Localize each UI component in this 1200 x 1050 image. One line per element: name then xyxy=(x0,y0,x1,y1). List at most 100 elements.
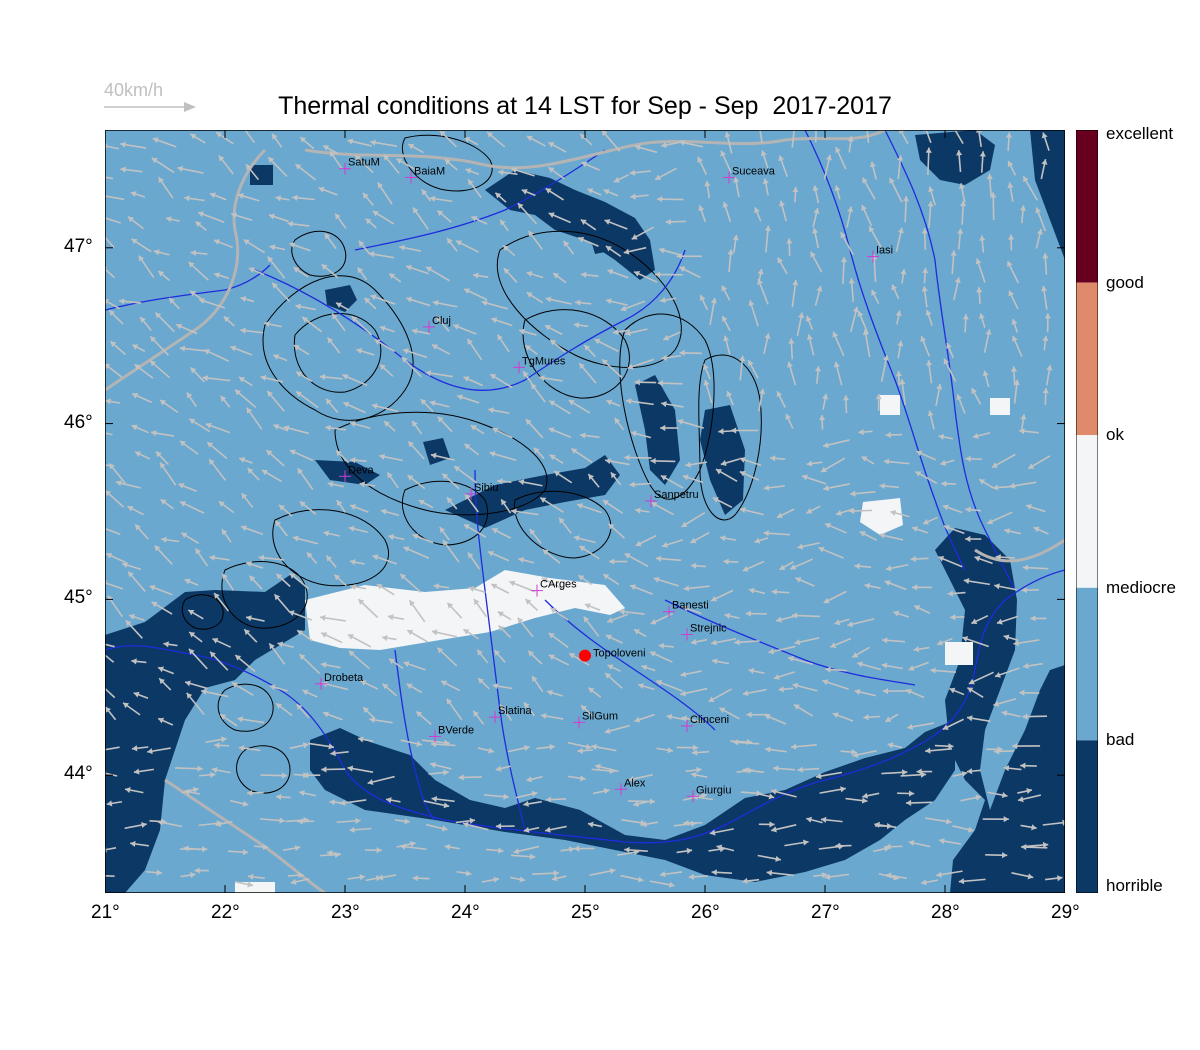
wind-arrowhead-icon xyxy=(387,614,394,621)
city-marker[interactable]: Alex xyxy=(615,777,646,796)
wind-arrowhead-icon xyxy=(854,688,861,695)
wind-arrowhead-icon xyxy=(1042,335,1049,342)
wind-arrowhead-icon xyxy=(742,767,749,774)
city-marker[interactable]: Suceava xyxy=(723,165,776,184)
wind-arrowhead-icon xyxy=(715,469,722,475)
wind-arrowhead-icon xyxy=(272,133,278,140)
wind-arrowhead-icon xyxy=(192,786,199,793)
wind-arrowhead-icon xyxy=(676,253,682,260)
wind-arrowhead-icon xyxy=(575,299,581,306)
wind-arrowhead-icon xyxy=(106,552,113,559)
wind-arrowhead-icon xyxy=(641,821,647,828)
wind-arrowhead-icon xyxy=(297,818,303,825)
wind-arrowhead-icon xyxy=(823,442,829,449)
wind-arrowhead-icon xyxy=(1004,528,1010,535)
east-ok-patch xyxy=(990,398,1010,415)
wind-arrowhead-icon xyxy=(189,631,196,638)
wind-arrowhead-icon xyxy=(134,364,141,370)
wind-arrowhead-icon xyxy=(1003,816,1009,823)
wind-arrowhead-icon xyxy=(578,236,585,243)
wind-arrowhead-icon xyxy=(1001,710,1008,717)
x-tick-label: 29° xyxy=(1051,902,1080,923)
wind-arrowhead-icon xyxy=(218,155,225,162)
wind-arrowhead-icon xyxy=(579,545,586,552)
wind-arrowhead-icon xyxy=(553,870,559,877)
wind-arrowhead-icon xyxy=(523,371,529,378)
wind-arrowhead-icon xyxy=(209,554,215,561)
wind-arrowhead-icon xyxy=(995,554,1001,561)
wind-arrowhead-icon xyxy=(651,502,658,508)
wind-arrowhead-icon xyxy=(881,662,888,669)
city-marker[interactable]: Cluj xyxy=(423,315,451,333)
wind-arrowhead-icon xyxy=(332,313,338,320)
wind-arrowhead-icon xyxy=(199,298,205,305)
wind-arrowhead-icon xyxy=(682,605,689,612)
wind-arrowhead-icon xyxy=(446,698,453,705)
wind-arrowhead-icon xyxy=(938,433,945,440)
wind-arrowhead-icon xyxy=(151,601,158,608)
wind-arrowhead-icon xyxy=(184,578,191,585)
wind-arrowhead-icon xyxy=(710,297,717,304)
wind-arrowhead-icon xyxy=(214,742,220,749)
wind-arrowhead-icon xyxy=(432,300,439,307)
city-marker[interactable]: BVerde xyxy=(429,725,474,743)
wind-arrowhead-icon xyxy=(624,454,630,461)
wind-arrowhead-icon xyxy=(1007,182,1014,189)
city-marker[interactable]: Giurgiu xyxy=(687,784,731,803)
wind-arrowhead-icon xyxy=(1031,824,1037,831)
wind-arrowhead-icon xyxy=(294,845,301,852)
wind-arrowhead-icon xyxy=(467,338,473,345)
wind-arrowhead-icon xyxy=(620,305,627,312)
city-marker[interactable]: BaiaM xyxy=(405,165,445,184)
city-marker[interactable]: Iasi xyxy=(867,245,893,263)
wind-arrowhead-icon xyxy=(603,788,610,795)
city-marker[interactable]: Sibiu xyxy=(465,482,498,500)
wind-arrowhead-icon xyxy=(526,135,533,142)
wind-arrow xyxy=(105,145,120,150)
wind-arrowhead-icon xyxy=(696,766,702,774)
city-marker[interactable]: TgMures xyxy=(513,355,566,374)
wind-arrowhead-icon xyxy=(131,658,137,665)
wind-arrowhead-icon xyxy=(376,847,382,854)
wind-arrowhead-icon xyxy=(847,206,854,213)
city-marker[interactable]: Sanpetru xyxy=(645,489,699,507)
wind-arrowhead-icon xyxy=(540,497,547,504)
city-marker[interactable]: Clinceni xyxy=(681,714,729,732)
wind-arrowhead-icon xyxy=(908,665,915,671)
wind-arrowhead-icon xyxy=(437,210,444,217)
wind-arrowhead-icon xyxy=(908,839,915,847)
wind-arrowhead-icon xyxy=(195,221,202,228)
x-tick-label: 25° xyxy=(571,902,600,923)
city-marker[interactable]: Banesti xyxy=(663,600,709,618)
wind-arrowhead-icon xyxy=(578,575,585,581)
city-marker[interactable]: Drobeta xyxy=(315,672,364,690)
wind-arrowhead-icon xyxy=(966,715,973,722)
wind-arrowhead-icon xyxy=(446,497,453,504)
wind-arrowhead-icon xyxy=(610,472,617,479)
wind-arrowhead-icon xyxy=(249,575,256,582)
wind-arrowhead-icon xyxy=(298,872,304,879)
wind-arrowhead-icon xyxy=(852,306,859,313)
wind-arrowhead-icon xyxy=(157,819,164,826)
city-marker[interactable]: Strejnic xyxy=(681,623,727,641)
city-marker[interactable]: CArges xyxy=(531,579,577,597)
wind-arrowhead-icon xyxy=(1003,634,1010,641)
colorbar-swatch xyxy=(1076,282,1098,436)
city-marker[interactable]: Deva xyxy=(339,464,375,483)
city-marker[interactable]: SilGum xyxy=(573,710,618,729)
wind-arrowhead-icon xyxy=(832,712,839,719)
wind-arrowhead-icon xyxy=(377,874,384,881)
city-marker[interactable]: Slatina xyxy=(489,705,533,724)
wind-arrowhead-icon xyxy=(634,379,640,386)
city-marker[interactable]: SatuM xyxy=(339,157,380,175)
wind-arrowhead-icon xyxy=(302,742,309,749)
wind-arrowhead-icon xyxy=(430,761,436,768)
wind-arrowhead-icon xyxy=(336,302,343,309)
wind-arrowhead-icon xyxy=(545,296,552,303)
wind-arrowhead-icon xyxy=(967,687,974,693)
thermal-conditions-map[interactable]: SatuM BaiaM Suceava Iasi Cluj TgMures Deva Sibi… xyxy=(105,130,1065,893)
topoloveni-marker[interactable]: Topoloveni xyxy=(579,648,646,662)
wind-arrowhead-icon xyxy=(908,790,915,797)
wind-arrowhead-icon xyxy=(850,490,856,497)
wind-arrowhead-icon xyxy=(885,716,892,722)
